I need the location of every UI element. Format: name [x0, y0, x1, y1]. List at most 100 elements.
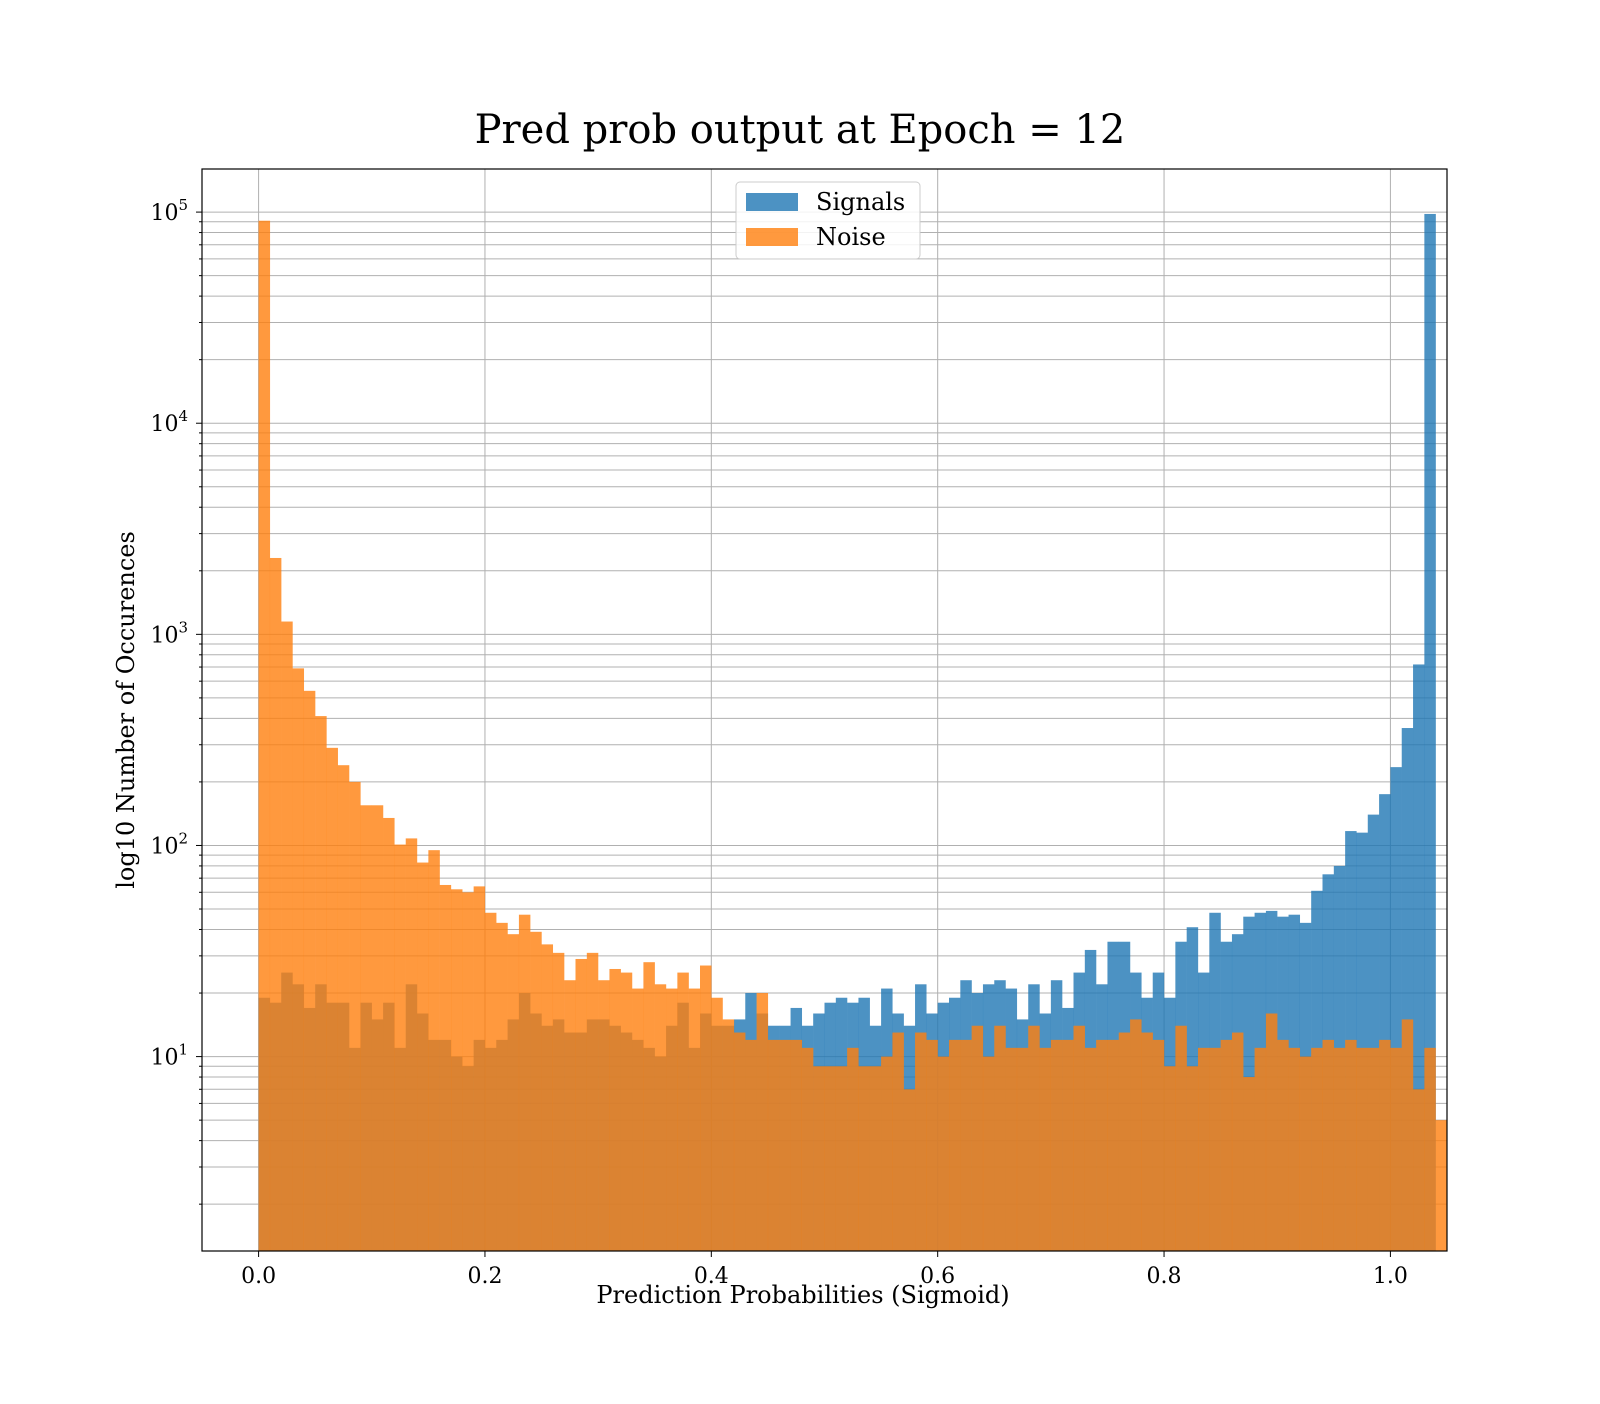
bar-noise	[1401, 1019, 1414, 1251]
bar-noise	[756, 993, 769, 1251]
y-tick-label: 102	[150, 829, 188, 859]
y-tick-label: 101	[150, 1041, 188, 1071]
bar-noise	[303, 690, 316, 1251]
bar-noise	[586, 952, 599, 1251]
bar-noise	[926, 1039, 938, 1251]
legend-swatch-noise	[746, 228, 798, 246]
bar-noise	[1016, 1047, 1029, 1251]
legend: Signals Noise	[735, 181, 921, 260]
bar-noise	[1231, 1032, 1244, 1251]
bar-noise	[1356, 1047, 1368, 1251]
bar-noise	[858, 1066, 870, 1251]
bar-noise	[1243, 1077, 1255, 1251]
bar-noise	[1152, 1039, 1165, 1251]
bar-noise	[428, 850, 440, 1251]
bar-noise	[949, 1039, 961, 1251]
bar-noise	[1311, 1047, 1323, 1251]
bar-noise	[1062, 1039, 1074, 1251]
series-noise	[258, 220, 1448, 1252]
bar-noise	[632, 988, 644, 1251]
x-tick-label: 0.4	[694, 1264, 729, 1289]
bar-noise	[971, 1025, 984, 1251]
bar-noise	[1367, 1047, 1380, 1251]
bar-noise	[1424, 1047, 1436, 1251]
bar-noise	[1198, 1047, 1210, 1251]
bar-noise	[745, 1039, 757, 1251]
bar-noise	[1435, 1120, 1448, 1251]
bar-noise	[937, 1056, 950, 1251]
legend-label-noise: Noise	[816, 223, 886, 251]
bar-signals	[1390, 767, 1402, 1251]
bar-noise	[1254, 1047, 1267, 1251]
bar-noise	[281, 621, 293, 1251]
bar-noise	[518, 914, 531, 1251]
bar-noise	[666, 988, 678, 1251]
bar-noise	[315, 716, 327, 1251]
bar-noise	[541, 944, 554, 1251]
bar-noise	[1073, 1025, 1085, 1251]
bar-noise	[564, 980, 576, 1251]
x-tick-label: 1.0	[1373, 1264, 1408, 1289]
bar-noise	[722, 1019, 735, 1251]
bar-noise	[1345, 1039, 1357, 1251]
legend-swatch-signals	[746, 193, 798, 211]
bar-signals	[1356, 832, 1368, 1251]
bar-noise	[813, 1066, 825, 1251]
bar-noise	[1005, 1047, 1018, 1251]
bar-noise	[609, 968, 621, 1251]
bar-noise	[530, 931, 542, 1251]
bar-noise	[496, 922, 508, 1251]
bar-noise	[1175, 1025, 1187, 1251]
bar-noise	[575, 958, 587, 1251]
bar-noise	[700, 965, 712, 1251]
bar-noise	[892, 1032, 904, 1251]
bar-noise	[994, 1025, 1006, 1251]
bar-noise	[1333, 1047, 1346, 1251]
bar-noise	[1288, 1047, 1301, 1251]
bar-noise	[417, 862, 429, 1251]
chart-title: Pred prob output at Epoch = 12	[475, 107, 1126, 153]
bar-noise	[326, 747, 338, 1251]
bar-noise	[881, 1056, 893, 1251]
bar-noise	[982, 1056, 995, 1251]
bar-noise	[1265, 1013, 1278, 1251]
bar-noise	[337, 765, 350, 1251]
bar-noise	[643, 962, 655, 1251]
bar-noise	[847, 1047, 859, 1251]
bar-noise	[620, 972, 633, 1251]
plot-frame	[201, 168, 1448, 1252]
bars	[258, 213, 1448, 1252]
bar-noise	[1050, 1039, 1063, 1251]
bar-signals	[1379, 794, 1391, 1251]
bar-noise	[1220, 1039, 1233, 1251]
bar-noise	[1277, 1039, 1289, 1251]
y-axis-label: log10 Number of Occurences	[112, 531, 140, 889]
x-tick-label: 0.0	[241, 1264, 276, 1289]
bar-noise	[1413, 1089, 1425, 1251]
bar-noise	[439, 884, 452, 1251]
bar-noise	[733, 1032, 746, 1251]
bar-noise	[1118, 1032, 1131, 1251]
bar-noise	[767, 1039, 780, 1251]
bar-noise	[484, 912, 497, 1251]
bar-signals	[1424, 213, 1436, 1252]
bar-noise	[507, 934, 520, 1251]
bar-noise	[360, 805, 372, 1251]
bar-noise	[1096, 1039, 1108, 1251]
bar-noise	[1107, 1039, 1119, 1251]
bar-noise	[960, 1039, 972, 1251]
bar-noise	[1141, 1032, 1153, 1251]
bar-noise	[1209, 1047, 1221, 1251]
bar-noise	[915, 1032, 927, 1251]
bar-noise	[1379, 1039, 1391, 1251]
bar-noise	[1186, 1066, 1199, 1251]
bar-signals	[1367, 814, 1380, 1251]
bar-noise	[654, 984, 667, 1251]
bar-noise	[1322, 1039, 1334, 1251]
bar-noise	[371, 805, 384, 1251]
bar-noise	[1039, 1047, 1052, 1251]
bar-noise	[1299, 1056, 1312, 1251]
bar-noise	[462, 892, 474, 1251]
